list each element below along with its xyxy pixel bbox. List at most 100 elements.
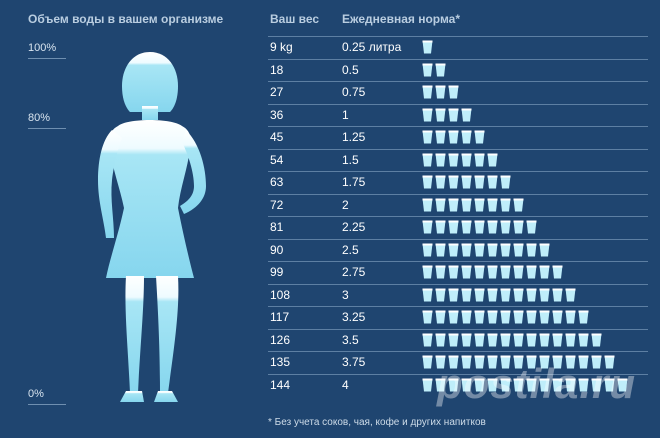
water-glass-icon	[500, 288, 511, 301]
water-glass-icon	[487, 175, 498, 189]
level-label-80: 80%	[28, 112, 51, 124]
table-row: 36 1	[268, 103, 648, 126]
water-glass-icon	[526, 243, 537, 256]
weight-value: 36	[270, 107, 284, 122]
water-glass-icon	[539, 378, 550, 391]
norm-value: 1	[342, 107, 349, 122]
norm-value: 3.5	[342, 332, 359, 347]
water-glass-icon	[474, 265, 485, 279]
weight-value: 27	[270, 85, 284, 99]
weight-value: 81	[270, 220, 284, 234]
water-glass-icon	[422, 85, 433, 99]
cups-group	[422, 130, 485, 145]
water-glass-icon	[461, 108, 472, 121]
weight-value: 72	[270, 197, 284, 212]
water-glass-icon	[435, 85, 446, 99]
water-glass-icon	[500, 355, 511, 369]
water-glass-icon	[422, 378, 433, 391]
water-glass-icon	[565, 310, 576, 324]
water-glass-icon	[578, 310, 589, 324]
water-glass-icon	[422, 265, 433, 279]
water-glass-icon	[487, 333, 498, 346]
water-glass-icon	[552, 378, 563, 391]
cups-group	[422, 265, 563, 280]
cups-group	[422, 198, 524, 213]
water-glass-icon	[448, 288, 459, 301]
water-glass-icon	[487, 243, 498, 256]
water-glass-icon	[539, 288, 550, 301]
cups-group	[422, 288, 576, 303]
water-glass-icon	[513, 378, 524, 391]
water-glass-icon	[513, 333, 524, 346]
water-glass-icon	[461, 378, 472, 391]
norm-value: 0.75	[342, 85, 366, 99]
weight-column-header: Ваш вес	[270, 12, 320, 26]
water-glass-icon	[435, 333, 446, 346]
water-glass-icon	[448, 265, 459, 279]
water-glass-icon	[487, 355, 498, 369]
water-glass-icon	[422, 355, 433, 369]
water-glass-icon	[422, 288, 433, 301]
cups-group	[422, 333, 602, 348]
norm-value: 3.75	[342, 355, 366, 369]
water-glass-icon	[461, 333, 472, 346]
water-glass-icon	[526, 220, 537, 234]
water-glass-icon	[474, 243, 485, 256]
water-glass-icon	[422, 40, 433, 54]
water-glass-icon	[448, 355, 459, 369]
water-glass-icon	[591, 333, 602, 346]
norm-value: 2.5	[342, 242, 359, 257]
water-glass-icon	[500, 243, 511, 256]
norm-value: 2.25	[342, 220, 366, 234]
water-glass-icon	[565, 355, 576, 369]
table-row: 72 2	[268, 193, 648, 216]
water-glass-icon	[539, 310, 550, 324]
water-glass-icon	[474, 220, 485, 234]
water-glass-icon	[487, 220, 498, 234]
water-glass-icon	[435, 265, 446, 279]
cups-group	[422, 220, 537, 235]
water-glass-icon	[526, 378, 537, 391]
water-glass-icon	[461, 153, 472, 166]
norm-value: 2	[342, 197, 349, 212]
water-glass-icon	[539, 355, 550, 369]
weight-value: 9 kg	[270, 40, 293, 54]
norm-value: 2.75	[342, 265, 366, 279]
table-row: 99 2.75	[268, 261, 648, 283]
water-glass-icon	[487, 288, 498, 301]
water-glass-icon	[539, 333, 550, 346]
water-glass-icon	[565, 333, 576, 346]
water-glass-icon	[461, 265, 472, 279]
water-glass-icon	[448, 378, 459, 391]
water-glass-icon	[526, 333, 537, 346]
water-glass-icon	[422, 153, 433, 166]
water-glass-icon	[422, 130, 433, 144]
water-glass-icon	[513, 265, 524, 279]
water-glass-icon	[448, 243, 459, 256]
water-glass-icon	[500, 378, 511, 391]
footnote: * Без учета соков, чая, кофе и других на…	[268, 417, 486, 428]
water-glass-icon	[500, 220, 511, 234]
weight-value: 63	[270, 175, 284, 189]
cups-group	[422, 63, 446, 78]
table-row: 45 1.25	[268, 126, 648, 148]
water-glass-icon	[500, 198, 511, 211]
norm-value: 3	[342, 287, 349, 302]
water-glass-icon	[435, 378, 446, 391]
weight-value: 45	[270, 130, 284, 144]
water-glass-icon	[565, 288, 576, 301]
norm-value: 1.25	[342, 130, 366, 144]
water-glass-icon	[487, 198, 498, 211]
water-glass-icon	[513, 310, 524, 324]
cups-group	[422, 355, 615, 370]
water-glass-icon	[591, 355, 602, 369]
water-glass-icon	[448, 130, 459, 144]
cups-group	[422, 40, 433, 55]
water-glass-icon	[474, 288, 485, 301]
level-line-100	[28, 58, 66, 59]
water-glass-icon	[604, 355, 615, 369]
norm-value: 0.5	[342, 62, 359, 77]
water-glass-icon	[422, 175, 433, 189]
water-glass-icon	[500, 265, 511, 279]
